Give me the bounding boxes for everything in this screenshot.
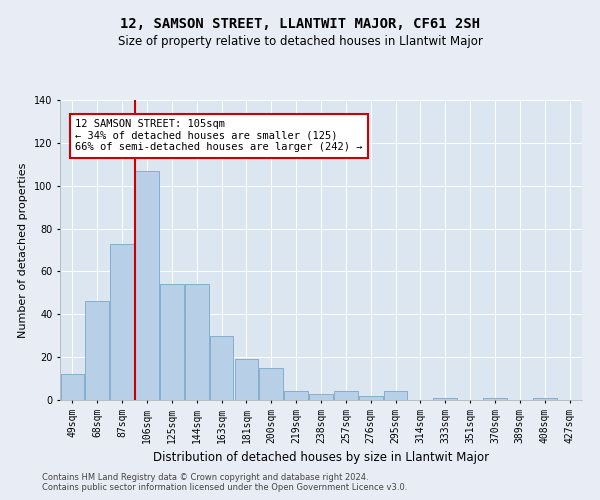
Bar bbox=[85, 302, 109, 400]
Text: Size of property relative to detached houses in Llantwit Major: Size of property relative to detached ho… bbox=[118, 35, 482, 48]
Bar bbox=[235, 360, 258, 400]
Text: 12, SAMSON STREET, LLANTWIT MAJOR, CF61 2SH: 12, SAMSON STREET, LLANTWIT MAJOR, CF61 … bbox=[120, 18, 480, 32]
Bar bbox=[309, 394, 333, 400]
Bar bbox=[259, 368, 283, 400]
X-axis label: Distribution of detached houses by size in Llantwit Major: Distribution of detached houses by size … bbox=[153, 451, 489, 464]
Bar bbox=[334, 392, 358, 400]
Bar bbox=[61, 374, 84, 400]
Text: 12 SAMSON STREET: 105sqm
← 34% of detached houses are smaller (125)
66% of semi-: 12 SAMSON STREET: 105sqm ← 34% of detach… bbox=[76, 120, 363, 152]
Bar bbox=[533, 398, 557, 400]
Text: Contains HM Land Registry data © Crown copyright and database right 2024.
Contai: Contains HM Land Registry data © Crown c… bbox=[42, 473, 407, 492]
Bar bbox=[284, 392, 308, 400]
Y-axis label: Number of detached properties: Number of detached properties bbox=[19, 162, 28, 338]
Bar bbox=[433, 398, 457, 400]
Bar bbox=[483, 398, 507, 400]
Bar bbox=[384, 392, 407, 400]
Bar bbox=[160, 284, 184, 400]
Bar bbox=[110, 244, 134, 400]
Bar bbox=[185, 284, 209, 400]
Bar bbox=[359, 396, 383, 400]
Bar bbox=[135, 170, 159, 400]
Bar bbox=[210, 336, 233, 400]
